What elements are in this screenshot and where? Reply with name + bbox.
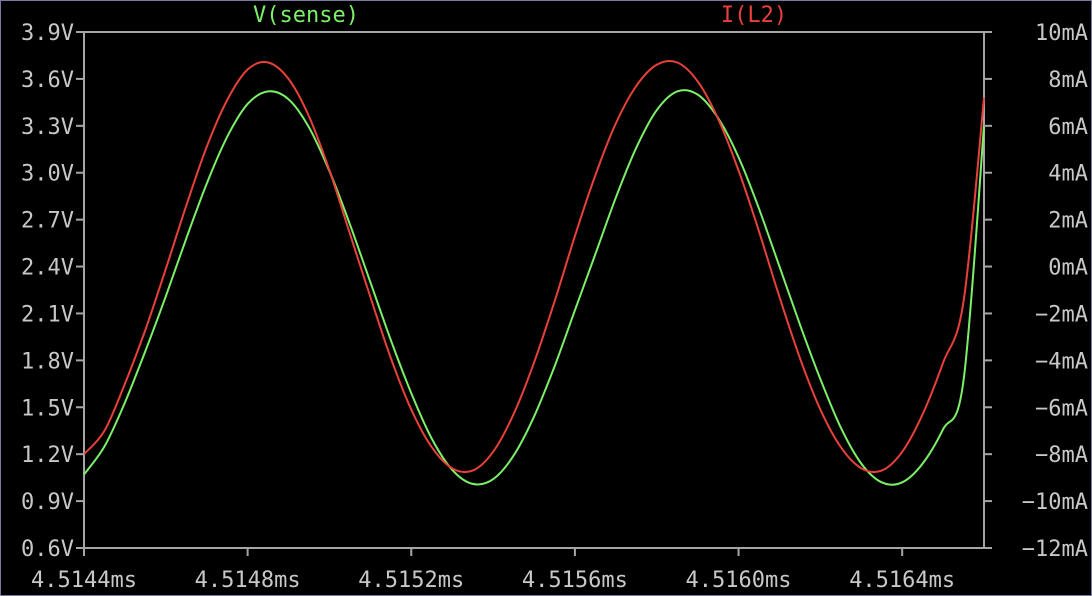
- y-right-tick-label: 2mA: [1048, 209, 1088, 234]
- y-left-tick-label: 0.9V: [21, 490, 74, 515]
- y-right-tick-label: 0mA: [1048, 256, 1088, 281]
- y-right-tick-label: −8mA: [1035, 443, 1088, 468]
- y-right-tick-label: −4mA: [1035, 349, 1088, 374]
- y-left-tick-label: 1.2V: [21, 443, 74, 468]
- y-left-tick-label: 0.6V: [21, 537, 74, 562]
- x-tick-label: 4.5160ms: [686, 568, 792, 593]
- x-tick-label: 4.5144ms: [31, 568, 137, 593]
- y-left-tick-label: 1.8V: [21, 349, 74, 374]
- x-tick-label: 4.5164ms: [849, 568, 955, 593]
- y-right-tick-label: −10mA: [1022, 490, 1088, 515]
- x-tick-label: 4.5156ms: [522, 568, 628, 593]
- legend-entry-v-sense[interactable]: V(sense): [253, 3, 359, 28]
- y-right-tick-label: −2mA: [1035, 302, 1088, 327]
- y-right-tick-label: −12mA: [1022, 537, 1088, 562]
- series-line-v-sense: [83, 89, 985, 486]
- y-right-tick-label: 6mA: [1048, 115, 1088, 140]
- y-left-tick-label: 2.4V: [21, 256, 74, 281]
- series-layer: [83, 60, 985, 486]
- x-tick-label: 4.5148ms: [195, 568, 301, 593]
- y-left-tick-label: 3.9V: [21, 21, 74, 46]
- y-right-tick-label: −6mA: [1035, 396, 1088, 421]
- series-line-i-l2: [83, 60, 985, 474]
- y-right-tick-label: 4mA: [1048, 162, 1088, 187]
- axes-layer: 4.5144ms 4.5148ms 4.5152ms 4.5156ms 4.5160ms…: [21, 21, 1088, 593]
- y-left-tick-label: 2.1V: [21, 302, 74, 327]
- y-left-tick-label: 3.0V: [21, 162, 74, 187]
- y-left-tick-label: 1.5V: [21, 396, 74, 421]
- legend-entry-i-l2[interactable]: I(L2): [721, 3, 787, 28]
- y-left-tick-label: 3.6V: [21, 68, 74, 93]
- y-left-tick-label: 3.3V: [21, 115, 74, 140]
- y-right-tick-label: 8mA: [1048, 68, 1088, 93]
- y-right-tick-label: 10mA: [1035, 21, 1088, 46]
- y-left-tick-label: 2.7V: [21, 209, 74, 234]
- x-tick-label: 4.5152ms: [358, 568, 464, 593]
- plot-frame: [83, 31, 985, 549]
